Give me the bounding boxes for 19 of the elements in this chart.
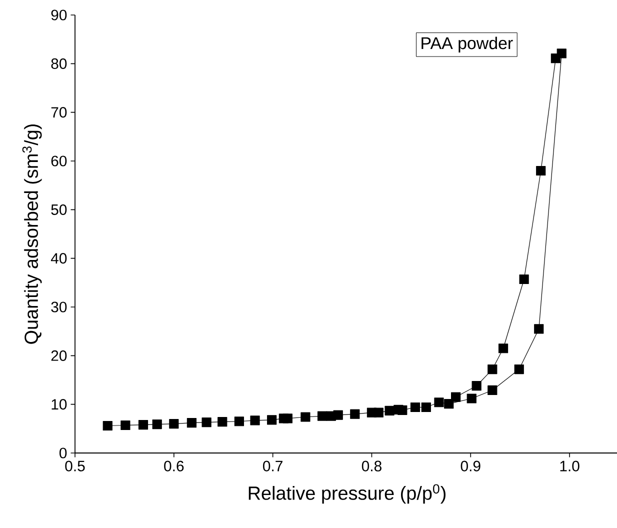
- x-tick-label: 0.5: [65, 460, 85, 472]
- y-tick-label: 40: [50, 253, 67, 264]
- y-tick-label: 90: [51, 10, 67, 20]
- x-tick-label: 0.8: [362, 460, 382, 472]
- x-tick-label: 0.7: [263, 460, 282, 472]
- y-tick-label: 0: [59, 448, 67, 458]
- y-tick-label: 60: [51, 156, 67, 166]
- x-axis-title: Relative pressure (p/p$^{0}$): [248, 484, 446, 504]
- y-tick-label: 10: [52, 399, 67, 410]
- y-tick-label: 30: [51, 302, 67, 312]
- y-tick-label: 80: [51, 58, 67, 69]
- x-tick-label: 0.6: [164, 460, 184, 472]
- x-tick-label: 0.9: [460, 460, 480, 472]
- annotation: PAA powder: [422, 36, 513, 53]
- y-tick-label: 20: [51, 350, 67, 361]
- x-tick-label: 1.0: [560, 460, 580, 472]
- y-tick-label: 70: [51, 107, 67, 118]
- y-axis-title: Quantity adsorbed (sm$^{3}$/g): [22, 124, 42, 344]
- y-tick-label: 50: [51, 204, 67, 215]
